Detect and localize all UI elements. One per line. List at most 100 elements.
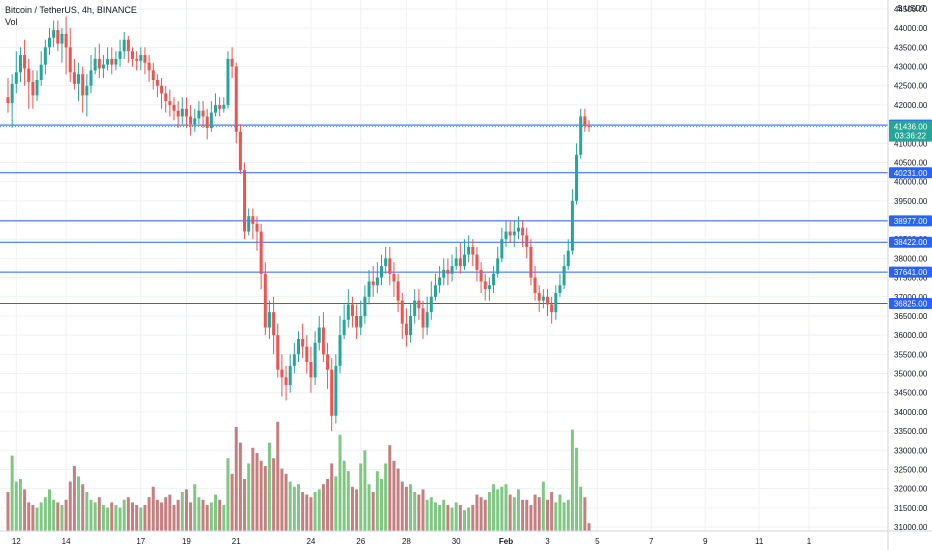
- volume-bar: [226, 458, 230, 531]
- volume-bar: [118, 507, 122, 531]
- volume-bar: [579, 486, 583, 531]
- volume-bar: [363, 450, 367, 531]
- x-tick-label: 26: [356, 537, 365, 546]
- candle-body: [6, 97, 10, 104]
- volume-bar: [39, 502, 43, 531]
- candle-body: [135, 58, 139, 61]
- level-price-label: 37641.00: [894, 268, 928, 277]
- volume-bar: [417, 494, 421, 531]
- candle-body: [259, 231, 263, 274]
- candle-body: [131, 51, 134, 59]
- candle-body: [276, 335, 280, 370]
- volume-bar: [359, 463, 363, 531]
- candle-body: [27, 68, 31, 82]
- volume-bar: [280, 468, 284, 531]
- candle-body: [151, 70, 155, 80]
- candle-body: [562, 266, 566, 286]
- candle-body: [475, 254, 479, 270]
- volume-bar: [139, 507, 143, 531]
- y-tick-label: 37500.00: [894, 274, 928, 283]
- volume-bar: [72, 466, 76, 531]
- candle-body: [243, 170, 247, 232]
- volume-bar: [230, 473, 234, 531]
- volume-bar: [247, 463, 251, 531]
- candle-body: [309, 362, 313, 378]
- volume-bar: [64, 499, 68, 531]
- candle-body: [64, 33, 68, 48]
- candle-body: [392, 273, 396, 282]
- volume-bar: [276, 421, 280, 531]
- x-tick-label: 7: [649, 537, 654, 546]
- volume-bar: [189, 502, 193, 531]
- y-tick-label: 32500.00: [894, 465, 928, 474]
- volume-bar: [512, 497, 516, 531]
- candle-body: [433, 285, 437, 297]
- volume-bar: [479, 497, 483, 531]
- candle-body: [346, 304, 350, 320]
- candle-body: [471, 246, 475, 255]
- level-price-label: 38977.00: [894, 217, 928, 226]
- unit-label: $ USDT: [898, 4, 926, 13]
- candle-body: [251, 216, 255, 224]
- y-tick-label: 40000.00: [894, 178, 928, 187]
- candle-body: [438, 277, 442, 286]
- level-price-label: 38422.00: [894, 238, 928, 247]
- candle-body: [218, 104, 222, 109]
- volume-bar: [317, 489, 321, 531]
- volume-bar: [384, 463, 388, 531]
- horizontal-levels[interactable]: [0, 124, 888, 304]
- volume-bar: [23, 489, 27, 531]
- candle-body: [417, 300, 421, 309]
- last-price-label: 41436.00: [894, 123, 928, 132]
- candle-body: [10, 83, 14, 104]
- volume-bar: [334, 476, 338, 531]
- volume-bar: [60, 505, 64, 531]
- chart-title: Bitcoin / TetherUS, 4h, BINANCE: [5, 5, 137, 15]
- candle-body: [97, 58, 101, 69]
- candle-body: [292, 354, 296, 366]
- candle-body: [172, 104, 176, 111]
- y-tick-label: 32000.00: [894, 485, 928, 494]
- candle-body: [222, 104, 226, 109]
- candle-body: [31, 81, 35, 96]
- candle-body: [39, 64, 43, 80]
- y-tick-label: 40500.00: [894, 158, 928, 167]
- volume-bar: [251, 447, 255, 531]
- x-tick-label: 14: [62, 537, 71, 546]
- candle-body: [446, 269, 450, 274]
- volume-bar: [496, 489, 500, 531]
- x-tick-label: 5: [595, 537, 600, 546]
- volume-bars: [6, 421, 591, 531]
- volume-bar: [48, 489, 51, 531]
- candle-body: [558, 285, 562, 293]
- y-tick-label: 44000.00: [894, 24, 928, 33]
- volume-bar: [388, 445, 392, 531]
- time-axis[interactable]: 12 14 17 19 21 24 26 28 30 Feb 3 5 7 9 11 1: [0, 530, 932, 546]
- volume-bar: [400, 481, 404, 531]
- volume-bar: [77, 476, 81, 531]
- volume-bar: [467, 507, 471, 531]
- volume-bar: [529, 505, 533, 531]
- y-tick-label: 33500.00: [894, 427, 928, 436]
- volume-bar: [321, 484, 325, 531]
- volume-bar: [421, 489, 425, 531]
- volume-bar: [6, 492, 10, 531]
- candle-body: [521, 227, 525, 236]
- volume-bar: [458, 505, 462, 531]
- candle-body: [147, 62, 151, 71]
- volume-bar: [93, 502, 97, 531]
- y-tick-label: 39500.00: [894, 197, 928, 206]
- volume-bar: [176, 499, 180, 531]
- chart-legend: Bitcoin / TetherUS, 4h, BINANCE Vol: [5, 4, 137, 28]
- candle-body: [380, 266, 383, 278]
- volume-bar: [10, 455, 14, 531]
- candle-body: [546, 296, 549, 305]
- candle-body: [209, 112, 213, 128]
- candle-body: [288, 365, 292, 386]
- candles: [6, 16, 591, 432]
- candle-body: [18, 55, 22, 73]
- candle-body: [106, 58, 110, 65]
- volume-bar: [330, 463, 334, 531]
- y-tick-label: 33000.00: [894, 446, 928, 455]
